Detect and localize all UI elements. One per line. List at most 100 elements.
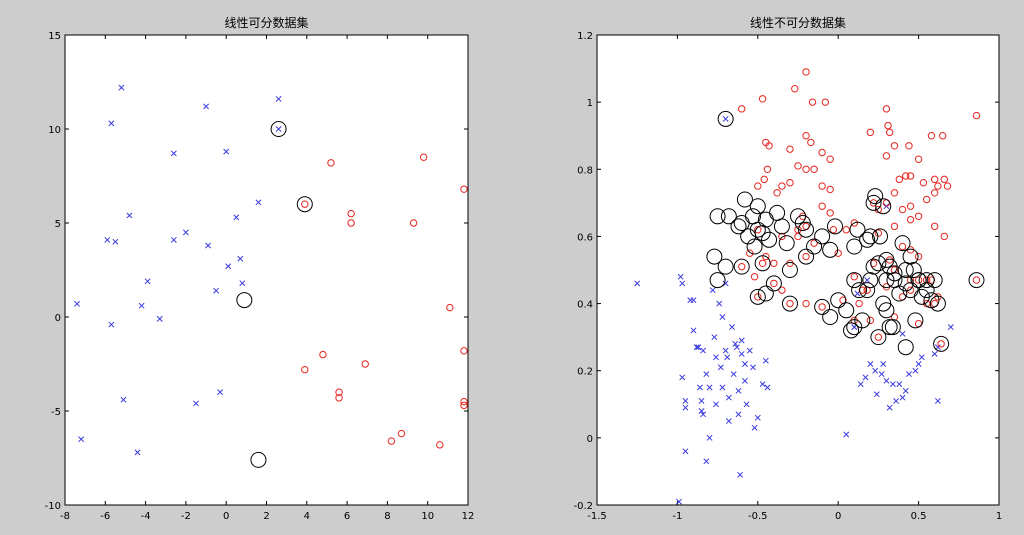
support-vector-circle: [886, 272, 903, 289]
data-point-o: [882, 105, 891, 113]
support-vector-circle: [878, 251, 895, 268]
data-point-x: [729, 324, 736, 331]
data-point-o: [930, 175, 939, 184]
support-vector-circle: [781, 295, 798, 312]
data-point-x: [134, 449, 141, 456]
data-point-x: [741, 377, 748, 384]
x-tick-label: -2: [181, 511, 191, 522]
data-point-x: [947, 324, 954, 331]
data-point-x: [108, 120, 115, 127]
support-vector-circle: [851, 282, 868, 299]
x-tick-label: 12: [462, 511, 475, 522]
data-point-o: [818, 182, 826, 190]
data-point-o: [810, 239, 818, 247]
data-point-x: [862, 374, 869, 381]
data-point-o: [890, 222, 899, 231]
data-point-o: [930, 189, 939, 197]
data-point-x: [886, 404, 893, 411]
data-point-x: [733, 344, 740, 351]
data-point-x: [108, 321, 115, 328]
data-point-x: [112, 238, 119, 245]
data-point-x: [722, 280, 729, 287]
data-point-x: [725, 394, 732, 401]
data-point-o: [460, 185, 468, 193]
data-point-x: [677, 273, 684, 280]
x-tick-label: 8: [384, 511, 390, 522]
data-point-o: [829, 226, 838, 234]
data-point-x: [880, 361, 887, 367]
data-point-x: [730, 371, 737, 378]
data-point-x: [170, 236, 177, 243]
data-point-x: [722, 347, 729, 354]
data-point-o: [409, 219, 418, 227]
support-vector-circle: [709, 208, 726, 225]
plot-area: [596, 34, 1000, 506]
data-point-x: [144, 278, 151, 285]
data-point-o: [807, 138, 815, 147]
support-vector-circle: [910, 272, 927, 289]
data-point-x: [223, 148, 230, 155]
data-point-x: [725, 418, 732, 425]
support-vector-circle: [706, 248, 723, 265]
support-vector-circle: [918, 282, 935, 299]
support-vector-circle: [854, 312, 871, 329]
markers: [634, 68, 985, 505]
support-vector-circle: [749, 221, 766, 238]
data-point-x: [275, 95, 282, 102]
data-point-x: [679, 280, 686, 287]
support-vector-circle: [830, 292, 847, 309]
data-point-o: [934, 182, 942, 190]
chart-not-linearly-separable: 线性不可分数据集 -1.5 -1 -0.5 0 0.5 1 -0.2 0 0.2 0.4 0.6 0.8…: [573, 15, 1002, 522]
support-vector-circle: [826, 218, 843, 235]
support-vector-circle: [859, 282, 876, 299]
data-point-o: [914, 155, 923, 163]
data-point-x: [703, 371, 710, 378]
data-point-o: [327, 159, 335, 167]
y-tick-label: 0.4: [577, 300, 593, 311]
data-point-o: [884, 121, 892, 130]
data-point-x: [217, 389, 224, 396]
data-point-o: [786, 145, 794, 153]
y-tick-label: 0.6: [577, 232, 593, 243]
chart-title: 线性可分数据集: [224, 15, 308, 30]
data-point-x: [759, 381, 766, 388]
data-point-x: [764, 384, 771, 391]
data-point-o: [898, 242, 907, 251]
data-point-o: [818, 148, 826, 157]
data-point-x: [873, 391, 880, 398]
data-point-o: [754, 293, 762, 301]
x-tick-label: -6: [100, 511, 110, 522]
data-point-o: [885, 128, 894, 137]
data-point-x: [213, 287, 220, 294]
data-point-x: [899, 394, 906, 401]
data-point-x: [735, 411, 742, 418]
support-vector-circle: [733, 215, 750, 231]
data-point-o: [927, 132, 936, 140]
data-point-x: [706, 384, 713, 391]
support-vector-circle: [781, 262, 798, 278]
data-point-x: [754, 414, 761, 421]
data-point-x: [698, 408, 705, 414]
support-vector-circle: [926, 272, 943, 289]
data-point-x: [735, 387, 742, 394]
data-point-x: [170, 150, 177, 157]
data-point-x: [915, 361, 922, 367]
data-point-x: [120, 396, 127, 403]
data-point-o: [937, 340, 945, 348]
support-vector-circle: [733, 258, 750, 275]
support-vector-circle: [822, 241, 839, 258]
data-point-o: [778, 232, 786, 241]
support-vector-circle: [296, 196, 313, 213]
data-point-o: [914, 212, 923, 220]
data-point-x: [902, 387, 909, 394]
support-vector-circle: [846, 272, 863, 289]
y-tick-label: 0: [55, 313, 61, 324]
support-vector-circle: [798, 221, 815, 238]
data-point-o: [758, 95, 767, 103]
data-point-o: [914, 252, 923, 261]
data-point-o: [335, 394, 343, 402]
x-tick-label: -4: [141, 511, 151, 522]
data-point-x: [751, 424, 758, 431]
support-vector-circle: [867, 188, 884, 205]
